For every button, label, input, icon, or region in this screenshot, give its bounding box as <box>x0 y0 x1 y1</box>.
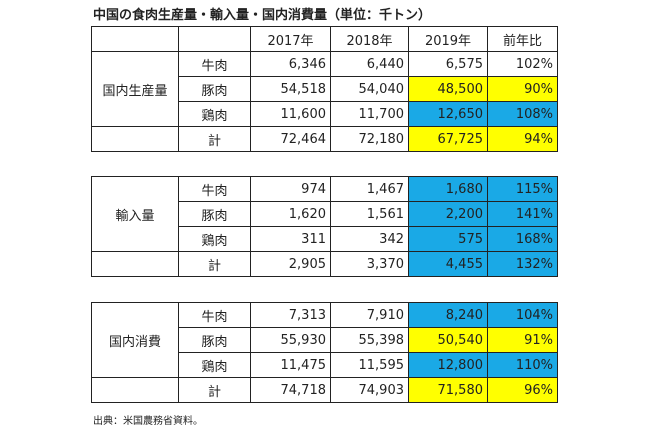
value-cell: 974 <box>250 176 331 202</box>
value-cell: 72,464 <box>250 126 331 152</box>
empty-cell <box>178 26 251 52</box>
value-cell: 54,518 <box>250 76 331 102</box>
value-cell: 11,600 <box>250 101 331 127</box>
value-cell: 48,500 <box>408 76 488 102</box>
value-cell: 342 <box>330 226 409 252</box>
row-label: 牛肉 <box>178 302 251 328</box>
empty-cell <box>91 126 179 152</box>
value-cell: 115% <box>487 176 558 202</box>
value-cell: 90% <box>487 76 558 102</box>
value-cell: 8,240 <box>408 302 488 328</box>
row-label: 豚肉 <box>178 327 251 353</box>
value-cell: 6,346 <box>250 51 331 77</box>
value-cell: 94% <box>487 126 558 152</box>
row-label: 鶏肉 <box>178 226 251 252</box>
value-cell: 55,398 <box>330 327 409 353</box>
row-label: 鶏肉 <box>178 101 251 127</box>
value-cell: 7,910 <box>330 302 409 328</box>
value-cell: 12,650 <box>408 101 488 127</box>
value-cell: 96% <box>487 377 558 403</box>
value-cell: 1,467 <box>330 176 409 202</box>
value-cell: 1,561 <box>330 201 409 227</box>
value-cell: 7,313 <box>250 302 331 328</box>
title: 中国の食肉生産量・輸入量・国内消費量（単位：千トン） <box>93 8 432 23</box>
value-cell: 1,680 <box>408 176 488 202</box>
data-table: 国内消費 牛肉 7,313 7,910 8,240 104% 豚肉 55,930 55,398 5… <box>91 302 558 403</box>
data-row: 鶏肉 11,475 11,595 12,800 110% <box>92 352 558 378</box>
empty-cell <box>91 377 179 403</box>
value-cell: 108% <box>487 101 558 127</box>
source: 出典：米国農務省資料。 <box>93 416 203 427</box>
value-cell: 67,725 <box>408 126 488 152</box>
value-cell: 102% <box>487 51 558 77</box>
group-label: 輸入量 <box>91 176 179 252</box>
data-table: 輸入量 牛肉 974 1,467 1,680 115% 豚肉 1,620 1,561 2,200 1… <box>91 176 558 277</box>
row-label: 鶏肉 <box>178 352 251 378</box>
value-cell: 2,200 <box>408 201 488 227</box>
value-cell: 575 <box>408 226 488 252</box>
row-label: 計 <box>178 377 251 403</box>
data-row: 計 2,905 3,370 4,455 132% <box>91 251 558 277</box>
value-cell: 4,455 <box>408 251 488 277</box>
data-row: 豚肉 1,620 1,561 2,200 141% <box>92 201 558 227</box>
data-row: 鶏肉 11,600 11,700 12,650 108% <box>92 101 558 127</box>
data-row: 豚肉 55,930 55,398 50,540 91% <box>92 327 558 353</box>
row-label: 豚肉 <box>178 201 251 227</box>
value-cell: 74,903 <box>330 377 409 403</box>
row-label: 牛肉 <box>178 51 251 77</box>
value-cell: 2,905 <box>250 251 331 277</box>
value-cell: 141% <box>487 201 558 227</box>
data-row: 豚肉 54,518 54,040 48,500 90% <box>92 76 558 102</box>
value-cell: 110% <box>487 352 558 378</box>
row-label: 牛肉 <box>178 176 251 202</box>
group-label: 国内生産量 <box>91 51 179 127</box>
value-cell: 1,620 <box>250 201 331 227</box>
group-label: 国内消費 <box>91 302 179 378</box>
empty-cell <box>91 251 179 277</box>
row-label: 豚肉 <box>178 76 251 102</box>
value-cell: 311 <box>250 226 331 252</box>
value-cell: 11,475 <box>250 352 331 378</box>
header-cell: 2019年 <box>408 26 488 52</box>
value-cell: 71,580 <box>408 377 488 403</box>
value-cell: 55,930 <box>250 327 331 353</box>
value-cell: 72,180 <box>330 126 409 152</box>
row-label: 計 <box>178 251 251 277</box>
value-cell: 6,575 <box>408 51 488 77</box>
value-cell: 6,440 <box>330 51 409 77</box>
header-cell: 2017年 <box>250 26 331 52</box>
value-cell: 12,800 <box>408 352 488 378</box>
value-cell: 11,595 <box>330 352 409 378</box>
value-cell: 91% <box>487 327 558 353</box>
value-cell: 132% <box>487 251 558 277</box>
data-table: 2017年 2018年 2019年 前年比 国内生産量 牛肉 6,346 6,440 6,575… <box>91 26 558 152</box>
value-cell: 168% <box>487 226 558 252</box>
value-cell: 11,700 <box>330 101 409 127</box>
value-cell: 74,718 <box>250 377 331 403</box>
value-cell: 104% <box>487 302 558 328</box>
data-row: 計 74,718 74,903 71,580 96% <box>91 377 558 403</box>
header-cell: 2018年 <box>330 26 409 52</box>
data-row: 輸入量 牛肉 974 1,467 1,680 115% <box>91 176 558 252</box>
row-label: 計 <box>178 126 251 152</box>
header-row: 2017年 2018年 2019年 前年比 <box>91 26 558 52</box>
data-row: 計 72,464 72,180 67,725 94% <box>91 126 558 152</box>
value-cell: 50,540 <box>408 327 488 353</box>
data-row: 国内消費 牛肉 7,313 7,910 8,240 104% <box>91 302 558 378</box>
value-cell: 3,370 <box>330 251 409 277</box>
value-cell: 54,040 <box>330 76 409 102</box>
header-cell: 前年比 <box>487 26 558 52</box>
empty-cell <box>91 26 179 52</box>
data-row: 国内生産量 牛肉 6,346 6,440 6,575 102% <box>91 51 558 127</box>
